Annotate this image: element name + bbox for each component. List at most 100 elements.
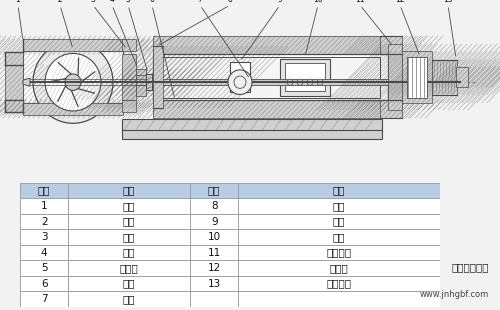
Text: 叶轮: 叶轮 [123,217,136,227]
Bar [238,198,440,214]
Bar [190,183,238,198]
Text: 泵体: 泵体 [123,201,136,211]
Bar [407,56,427,98]
Text: 轴承压盖: 轴承压盖 [326,248,351,258]
Bar [68,291,190,307]
Bar [68,214,190,229]
Bar [456,67,468,87]
Bar [285,63,325,91]
Bar [5,100,23,112]
Bar [388,44,402,110]
Text: 油镜: 油镜 [333,217,345,227]
Bar [153,46,163,108]
Circle shape [228,70,252,95]
Bar [190,260,238,276]
Text: 10: 10 [208,232,221,242]
Text: 1: 1 [16,0,20,4]
Text: 序号: 序号 [38,186,50,196]
Bar [68,229,190,245]
Bar [238,229,440,245]
Bar [23,39,123,51]
Text: 11: 11 [355,0,365,4]
Polygon shape [23,78,30,86]
Bar [5,52,23,65]
Bar [402,51,432,103]
Bar [146,74,152,91]
Text: 3: 3 [41,232,48,242]
Bar [23,51,123,103]
Text: 名称: 名称 [333,186,345,196]
Text: www.jnhgbf.com: www.jnhgbf.com [420,290,489,299]
Text: 油盖: 油盖 [333,201,345,211]
Bar [153,100,388,118]
Text: 名称: 名称 [123,186,136,196]
Text: 泵轴: 泵轴 [123,294,136,304]
Bar [20,245,68,260]
Text: 轴承: 轴承 [333,232,345,242]
Bar [380,36,402,55]
Text: 吊紧螺栓: 吊紧螺栓 [326,279,351,289]
Circle shape [45,53,101,111]
Text: 1: 1 [41,201,48,211]
Bar [380,100,402,118]
Bar [20,260,68,276]
Circle shape [307,79,313,85]
Bar [122,55,136,100]
Bar [190,229,238,245]
Text: 8: 8 [228,0,232,4]
Bar [5,65,23,100]
Bar [68,198,190,214]
Text: 11: 11 [208,248,221,258]
Bar [153,55,388,100]
Bar [136,69,146,95]
Bar [68,276,190,291]
Text: 后盖: 后盖 [123,232,136,242]
Text: 支架: 支架 [123,279,136,289]
Text: 10: 10 [313,0,323,4]
Circle shape [317,79,323,85]
Bar [238,291,440,307]
Text: 4: 4 [41,248,48,258]
Text: 5: 5 [126,0,130,4]
Bar [160,56,380,98]
Bar [20,183,68,198]
Bar [190,198,238,214]
Text: 13: 13 [208,279,221,289]
Bar [23,103,123,115]
Bar [190,291,238,307]
Bar [20,291,68,307]
Bar [20,229,68,245]
Bar [238,183,440,198]
Bar [20,276,68,291]
Text: 2: 2 [58,0,62,4]
Bar [68,183,190,198]
Bar [238,276,440,291]
Bar [20,198,68,214]
Bar [122,39,136,51]
Bar [238,245,440,260]
Bar [20,214,68,229]
Text: 9: 9 [278,0,282,4]
Bar [68,260,190,276]
Circle shape [65,74,81,91]
Bar [136,75,146,85]
Text: 12: 12 [395,0,405,4]
Bar [122,131,382,139]
Text: 安徽江南泵阀: 安徽江南泵阀 [452,262,489,272]
Bar [122,119,382,131]
Bar [190,276,238,291]
Text: 5: 5 [41,263,48,273]
Bar [190,214,238,229]
Bar [432,60,457,95]
Bar [238,260,440,276]
Text: 3: 3 [90,0,96,4]
Bar [230,62,250,92]
Bar [153,36,388,55]
Text: 联轴器: 联轴器 [330,263,348,273]
Text: 7: 7 [41,294,48,304]
Text: 2: 2 [41,217,48,227]
Bar [238,214,440,229]
Text: 压盖: 压盖 [123,248,136,258]
Text: 6: 6 [150,0,154,4]
Text: 6: 6 [41,279,48,289]
